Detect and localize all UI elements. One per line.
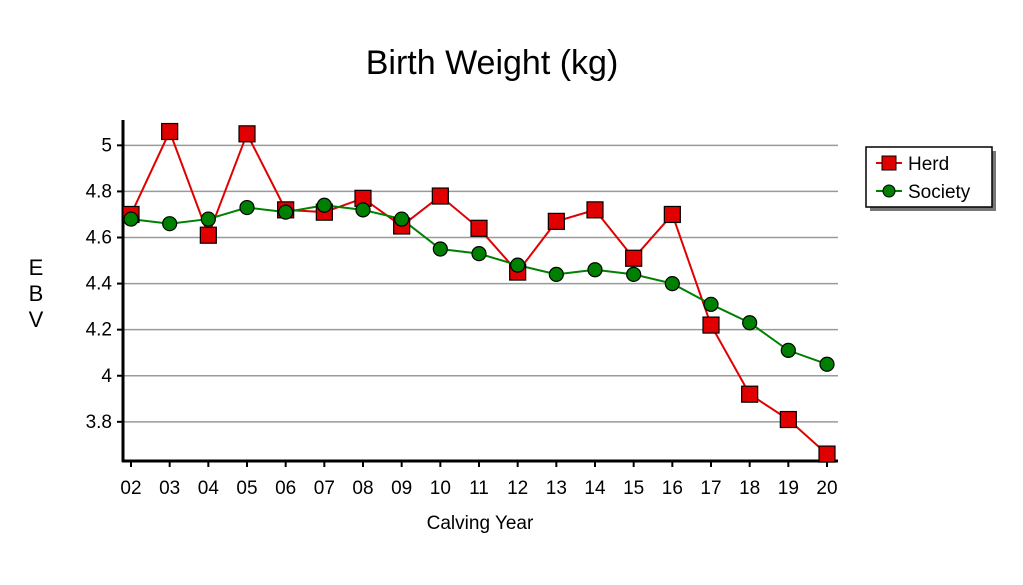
legend-label-society: Society xyxy=(908,182,971,203)
x-tick-label: 12 xyxy=(507,478,528,499)
data-point-herd xyxy=(161,122,179,141)
data-point-society xyxy=(355,202,371,218)
y-axis-label-letter: E xyxy=(29,255,44,280)
legend-marker-society xyxy=(882,184,896,198)
data-point-herd xyxy=(547,212,565,230)
x-tick-label: 18 xyxy=(739,478,760,499)
x-tick-label: 10 xyxy=(430,478,451,499)
x-tick-label: 20 xyxy=(816,478,837,499)
legend-label-herd: Herd xyxy=(908,154,949,175)
grid-lines xyxy=(117,144,838,423)
series-layer xyxy=(122,122,836,463)
data-point-society xyxy=(510,257,526,273)
x-tick-label: 09 xyxy=(391,478,412,499)
data-point-herd xyxy=(741,385,759,403)
data-point-society xyxy=(626,266,642,282)
y-tick-label: 3.8 xyxy=(86,412,112,433)
x-tick-label: 17 xyxy=(700,478,721,499)
x-tick-label: 16 xyxy=(662,478,683,499)
x-tick-label: 06 xyxy=(275,478,296,499)
x-tick-label: 08 xyxy=(352,478,373,499)
data-point-society xyxy=(471,246,487,262)
y-tick-label: 4.4 xyxy=(86,274,113,295)
y-tick-labels: 3.8 4 4.2 4.4 4.6 4.8 5 xyxy=(86,135,113,432)
data-point-society xyxy=(200,211,216,227)
axes xyxy=(121,120,838,467)
y-axis-label: EBV xyxy=(29,255,44,332)
y-tick-label: 4.6 xyxy=(86,228,112,249)
x-tick-label: 19 xyxy=(778,478,799,499)
y-tick-label: 5 xyxy=(101,135,112,156)
x-tick-label: 03 xyxy=(159,478,180,499)
series-line-herd xyxy=(130,128,828,455)
data-point-herd xyxy=(586,201,604,219)
x-tick-label: 15 xyxy=(623,478,644,499)
data-point-society xyxy=(548,266,564,282)
y-axis-label-letter: V xyxy=(29,307,44,332)
y-tick-label: 4 xyxy=(101,366,112,387)
chart-title: Birth Weight (kg) xyxy=(366,44,619,82)
x-tick-label: 02 xyxy=(120,478,141,499)
data-point-society xyxy=(432,241,448,257)
x-tick-label: 13 xyxy=(546,478,567,499)
data-point-society xyxy=(742,315,758,331)
legend-marker-herd xyxy=(881,155,897,171)
x-tick-label: 07 xyxy=(314,478,335,499)
x-tick-label: 05 xyxy=(236,478,257,499)
data-point-herd xyxy=(470,219,488,237)
data-point-herd xyxy=(702,316,720,334)
legend: Herd Society xyxy=(865,146,996,211)
y-tick-label: 4.8 xyxy=(86,181,112,202)
data-point-society xyxy=(587,262,603,278)
x-tick-label: 04 xyxy=(198,478,220,499)
y-tick-label: 4.2 xyxy=(86,320,112,341)
data-point-herd xyxy=(779,410,797,429)
data-point-herd xyxy=(818,445,836,463)
data-point-herd xyxy=(431,187,449,205)
x-tick-label: 11 xyxy=(469,478,489,499)
x-axis-label: Calving Year xyxy=(427,513,534,534)
data-point-society xyxy=(123,211,139,227)
data-point-society xyxy=(819,356,835,372)
data-point-society xyxy=(394,211,410,227)
y-axis-label-letter: B xyxy=(29,281,44,306)
data-point-society xyxy=(316,197,332,213)
data-point-society xyxy=(239,199,255,216)
data-point-society xyxy=(278,204,294,220)
x-tick-label: 14 xyxy=(584,478,606,499)
data-point-society xyxy=(780,342,796,359)
data-point-herd xyxy=(625,249,643,267)
data-point-herd xyxy=(663,205,681,224)
data-point-herd xyxy=(238,125,256,143)
data-point-society xyxy=(664,275,680,292)
data-point-society xyxy=(703,296,719,312)
x-tick-labels: 02 03 04 05 06 07 08 09 10 11 12 13 14 15 16 17 18 19 20 xyxy=(120,478,837,499)
data-point-herd xyxy=(199,226,217,244)
data-point-society xyxy=(162,216,178,232)
